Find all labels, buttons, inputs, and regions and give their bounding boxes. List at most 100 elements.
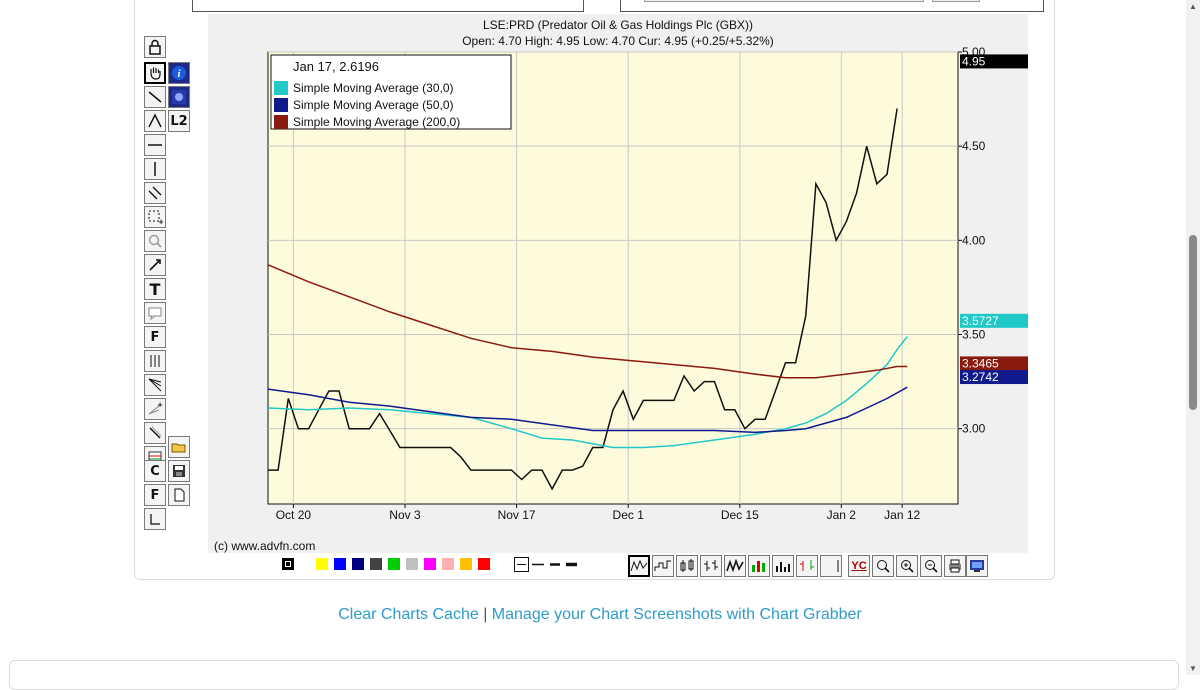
horizontal-line-icon[interactable] xyxy=(144,134,166,156)
color-swatch[interactable] xyxy=(406,558,418,570)
colored-bars-icon[interactable] xyxy=(748,555,770,577)
current-value-badge xyxy=(960,54,1028,69)
sma50-line xyxy=(267,386,908,434)
color-swatch[interactable] xyxy=(282,558,294,570)
triangle-icon[interactable] xyxy=(144,110,166,132)
level2-icon[interactable]: L2 xyxy=(168,110,190,132)
chart-links: Clear Charts Cache | Manage your Chart S… xyxy=(0,606,1200,624)
color-swatch[interactable] xyxy=(478,558,490,570)
fibonacci-icon[interactable]: F xyxy=(144,326,166,348)
price-line xyxy=(268,108,898,491)
chart-grabber-link[interactable]: Manage your Chart Screenshots with Chart… xyxy=(491,606,862,623)
yc-label: YC xyxy=(851,560,867,572)
print-icon[interactable] xyxy=(944,555,966,577)
color-swatch[interactable] xyxy=(334,558,346,570)
save-icon[interactable] xyxy=(168,460,190,482)
copyright: (c) www.advfn.com xyxy=(214,539,316,553)
legend-box xyxy=(270,54,512,130)
trend-plus-icon[interactable]: + xyxy=(144,398,166,420)
open-folder-icon[interactable] xyxy=(168,436,190,458)
new-page-icon[interactable] xyxy=(168,484,190,506)
ticker-icon[interactable] xyxy=(168,86,190,108)
color-swatch[interactable] xyxy=(370,558,382,570)
y-tick-label: 4.50 xyxy=(962,139,986,153)
line-style-selector[interactable] xyxy=(514,556,580,574)
line-chart-icon[interactable] xyxy=(628,555,650,577)
legend-swatch xyxy=(274,81,288,95)
text-icon[interactable]: T xyxy=(144,278,166,300)
colored-ohlc-icon[interactable] xyxy=(796,555,818,577)
legend-swatch xyxy=(274,98,288,112)
magnifier-icon[interactable] xyxy=(144,230,166,252)
go-button[interactable] xyxy=(932,0,980,2)
hand-icon[interactable] xyxy=(144,62,166,84)
screenshot-icon[interactable] xyxy=(966,555,988,577)
corner-icon[interactable] xyxy=(144,508,166,530)
mountain-chart-icon[interactable] xyxy=(724,555,746,577)
fib-retrace-label: F xyxy=(150,487,160,503)
zoom-in-icon[interactable] xyxy=(896,555,918,577)
vertical-line-icon[interactable] xyxy=(144,158,166,180)
current-value-label: 3.2742 xyxy=(962,370,999,384)
text-tool-label: T xyxy=(149,279,161,299)
color-swatches xyxy=(282,558,496,570)
scroll-down-icon[interactable]: ▼ xyxy=(1189,664,1197,673)
symbol-input-box[interactable] xyxy=(192,0,584,12)
step-chart-icon[interactable] xyxy=(652,555,674,577)
chart-container[interactable]: LSE:PRD (Predator Oil & Gas Holdings Plc… xyxy=(208,14,1028,553)
period-select[interactable] xyxy=(644,0,924,2)
svg-text:i: i xyxy=(177,68,181,80)
fib-retrace-icon[interactable]: F xyxy=(144,484,166,506)
legend-header: Jan 17, 2.6196 xyxy=(293,59,379,74)
candlestick-icon[interactable] xyxy=(676,555,698,577)
color-swatch[interactable] xyxy=(460,558,472,570)
info-icon[interactable]: i xyxy=(168,62,190,84)
scroll-up-icon[interactable]: ▲ xyxy=(1189,2,1197,11)
color-swatch[interactable] xyxy=(442,558,454,570)
channel-icon[interactable] xyxy=(144,182,166,204)
zoom-box-icon[interactable]: + xyxy=(144,206,166,228)
price-chart[interactable]: Oct 20 Nov 3 Nov 17 Dec 1 Dec 15 Jan 2 Jan 125… xyxy=(208,14,1028,553)
ohlc-icon[interactable] xyxy=(700,555,722,577)
current-value-label: 4.95 xyxy=(962,54,986,68)
scroll-thumb[interactable] xyxy=(1189,235,1197,410)
sma200-line xyxy=(267,264,908,379)
footer-panel xyxy=(9,660,1179,690)
level2-label: L2 xyxy=(170,113,188,129)
current-value-label: 3.3465 xyxy=(962,356,999,370)
arrow-icon[interactable] xyxy=(144,254,166,276)
line-icon[interactable] xyxy=(144,86,166,108)
color-swatch[interactable] xyxy=(424,558,436,570)
x-tick-label: Nov 3 xyxy=(389,508,421,522)
fan-icon[interactable] xyxy=(144,374,166,396)
volume-bars-icon[interactable] xyxy=(772,555,794,577)
color-swatch[interactable] xyxy=(352,558,364,570)
x-tick-label: Jan 12 xyxy=(884,508,920,522)
current-value-badge xyxy=(960,313,1028,328)
parallel-icon[interactable] xyxy=(144,350,166,372)
color-swatch[interactable] xyxy=(316,558,328,570)
note-icon[interactable] xyxy=(144,302,166,324)
yc-button[interactable]: YC xyxy=(848,555,870,577)
legend-swatch xyxy=(274,115,288,129)
lock-icon[interactable] xyxy=(144,36,166,58)
page-scrollbar[interactable]: ▲ ▼ xyxy=(1186,0,1200,675)
options-box xyxy=(620,0,1044,12)
x-tick-label: Jan 2 xyxy=(827,508,857,522)
current-value-label: 3.5727 xyxy=(962,314,999,328)
zoom-out-icon[interactable] xyxy=(920,555,942,577)
x-tick-label: Dec 15 xyxy=(721,508,759,522)
legend-entry-sma30: Simple Moving Average (30,0) xyxy=(293,81,454,95)
color-swatch[interactable] xyxy=(388,558,400,570)
link-separator: | xyxy=(483,606,488,623)
legend-entry-sma50: Simple Moving Average (50,0) xyxy=(293,98,454,112)
chart-title: LSE:PRD (Predator Oil & Gas Holdings Plc… xyxy=(482,18,754,32)
blank-chart-icon[interactable] xyxy=(820,555,842,577)
zoom-fit-icon[interactable] xyxy=(872,555,894,577)
compare-icon[interactable]: C xyxy=(144,460,166,482)
x-tick-label: Nov 17 xyxy=(498,508,536,522)
chart-subtitle: Open: 4.70 High: 4.95 Low: 4.70 Cur: 4.9… xyxy=(462,34,774,48)
clear-charts-cache-link[interactable]: Clear Charts Cache xyxy=(338,606,479,623)
svg-text:+: + xyxy=(158,218,163,225)
delete-icon[interactable] xyxy=(144,422,166,444)
